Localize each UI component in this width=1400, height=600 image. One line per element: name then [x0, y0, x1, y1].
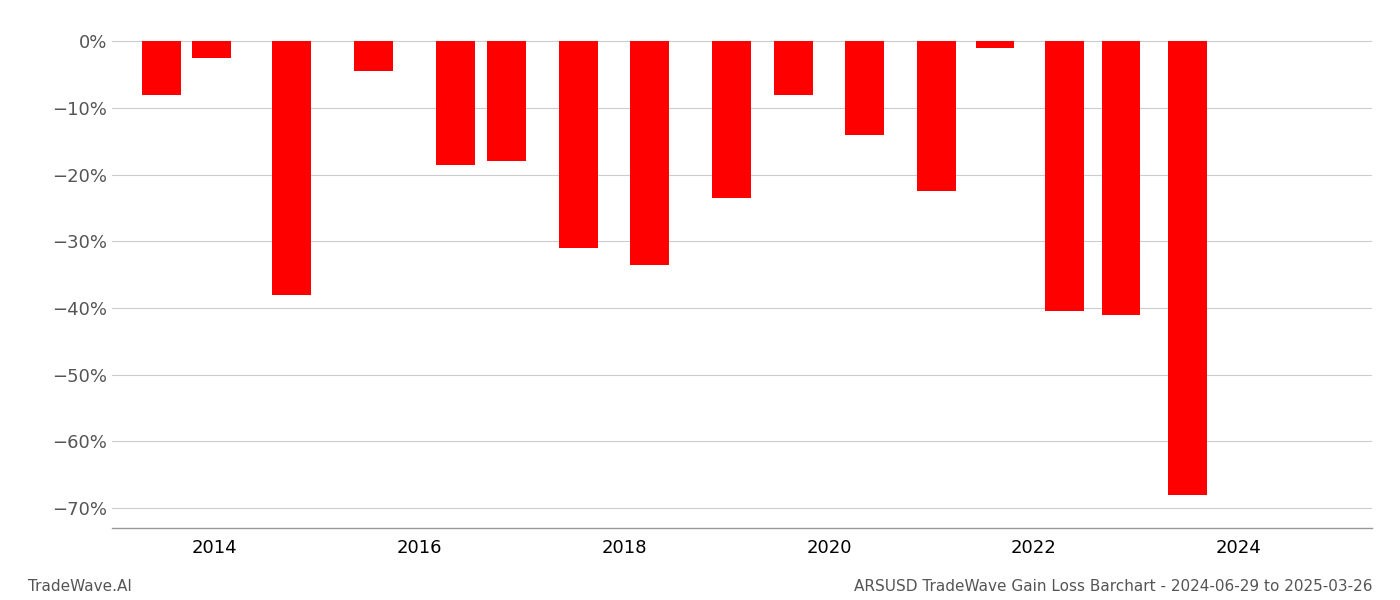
- Bar: [192, 41, 231, 58]
- Bar: [774, 41, 812, 95]
- Bar: [846, 41, 885, 134]
- Bar: [1046, 41, 1084, 311]
- Bar: [1102, 41, 1141, 314]
- Bar: [1168, 41, 1207, 494]
- Bar: [630, 41, 669, 265]
- Bar: [976, 41, 1015, 48]
- Bar: [435, 41, 475, 164]
- Bar: [487, 41, 526, 161]
- Bar: [141, 41, 181, 95]
- Text: TradeWave.AI: TradeWave.AI: [28, 579, 132, 594]
- Bar: [272, 41, 311, 295]
- Bar: [559, 41, 598, 248]
- Text: ARSUSD TradeWave Gain Loss Barchart - 2024-06-29 to 2025-03-26: ARSUSD TradeWave Gain Loss Barchart - 20…: [854, 579, 1372, 594]
- Bar: [917, 41, 956, 191]
- Bar: [354, 41, 392, 71]
- Bar: [713, 41, 752, 198]
